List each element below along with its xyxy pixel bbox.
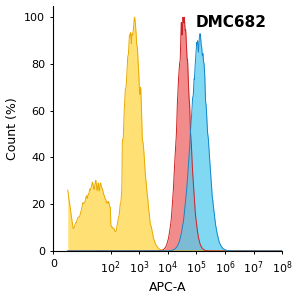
X-axis label: APC-A: APC-A — [149, 281, 187, 294]
Text: DMC682: DMC682 — [195, 15, 266, 30]
Y-axis label: Count (%): Count (%) — [6, 97, 18, 160]
